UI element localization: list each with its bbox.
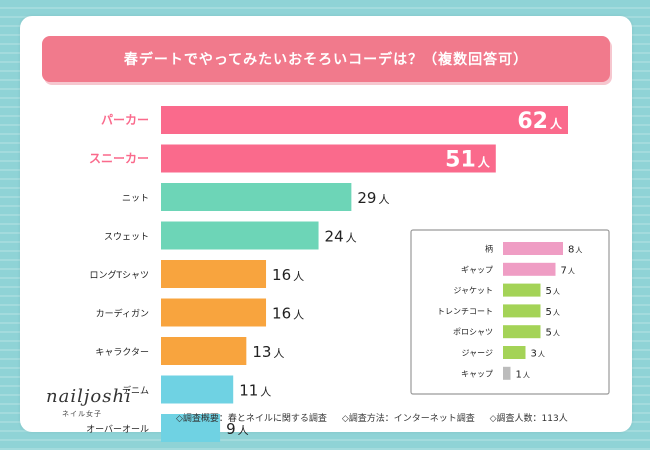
bar-5 [161, 260, 267, 288]
value-label-8: 11 人 [239, 382, 271, 400]
bar-8 [161, 375, 234, 404]
inset-value-label-6: 3人 [531, 349, 545, 360]
inset-value-label-5: 5人 [546, 328, 560, 339]
inset-bar-5 [503, 325, 541, 339]
inset-category-label-5: ポロシャツ [453, 328, 493, 337]
inset-bar-7 [503, 366, 511, 380]
bar-4 [161, 221, 319, 250]
category-label-7: キャラクター [95, 347, 149, 358]
inset-category-label-4: トレンチコート [437, 307, 493, 316]
inset-category-label-1: 柄 [485, 244, 493, 254]
inset-value-label-1: 8人 [568, 245, 582, 256]
bar-7 [161, 337, 247, 365]
brand-subtitle: ネイル女子 [62, 410, 102, 418]
value-label-2: 51 人 [445, 148, 491, 173]
brand-logo: nailjoshi [46, 386, 132, 407]
inset-category-label-2: ギャップ [461, 265, 493, 274]
inset-bar-4 [503, 304, 541, 318]
inset-bar-1 [503, 242, 563, 255]
footnote-overview: ◇調査概要：春とネイルに関する調査 [176, 414, 327, 424]
value-label-7: 13 人 [252, 343, 284, 361]
category-label-1: パーカー [101, 113, 149, 127]
inset-category-label-7: キャップ [461, 369, 493, 378]
inset-category-label-3: ジャケット [453, 286, 493, 295]
inset-value-label-4: 5人 [546, 307, 560, 318]
category-label-4: スウェット [104, 232, 149, 243]
category-label-6: カーディガン [96, 308, 149, 320]
footnote-count: ◇調査人数：113人 [489, 414, 568, 424]
inset-category-label-6: ジャージ [462, 349, 493, 358]
inset-value-label-2: 7人 [561, 265, 575, 276]
inset-value-label-3: 5人 [546, 286, 560, 297]
value-label-5: 16 人 [272, 266, 304, 284]
inset-bar-2 [503, 262, 556, 276]
category-label-5: ロングTシャツ [90, 269, 150, 281]
value-label-1: 62 人 [517, 109, 563, 134]
footnote-method: ◇調査方法：インターネット調査 [341, 414, 475, 424]
category-label-3: ニット [122, 194, 149, 204]
value-label-3: 29 人 [357, 189, 389, 207]
bar-1 [161, 106, 568, 134]
inset-value-label-7: 1人 [516, 369, 530, 380]
inset-bar-3 [503, 283, 541, 297]
category-label-2: スニーカー [89, 152, 149, 166]
chart-title: 春デートでやってみたいおそろいコーデは？（複数回答可） [123, 52, 529, 68]
value-label-4: 24 人 [325, 228, 357, 246]
bar-3 [161, 183, 352, 211]
inset-bar-6 [503, 346, 526, 359]
bar-2 [161, 144, 496, 173]
survey-footnotes: ◇調査概要：春とネイルに関する調査 ◇調査方法：インターネット調査 ◇調査人数：… [176, 411, 580, 424]
title-banner: 春デートでやってみたいおそろいコーデは？（複数回答可） [42, 36, 610, 82]
bar-9 [161, 414, 221, 442]
category-label-9: オーバーオール [86, 424, 149, 435]
value-label-6: 16 人 [272, 305, 304, 323]
bar-6 [161, 298, 267, 327]
category-label-8: デニム [122, 385, 149, 397]
